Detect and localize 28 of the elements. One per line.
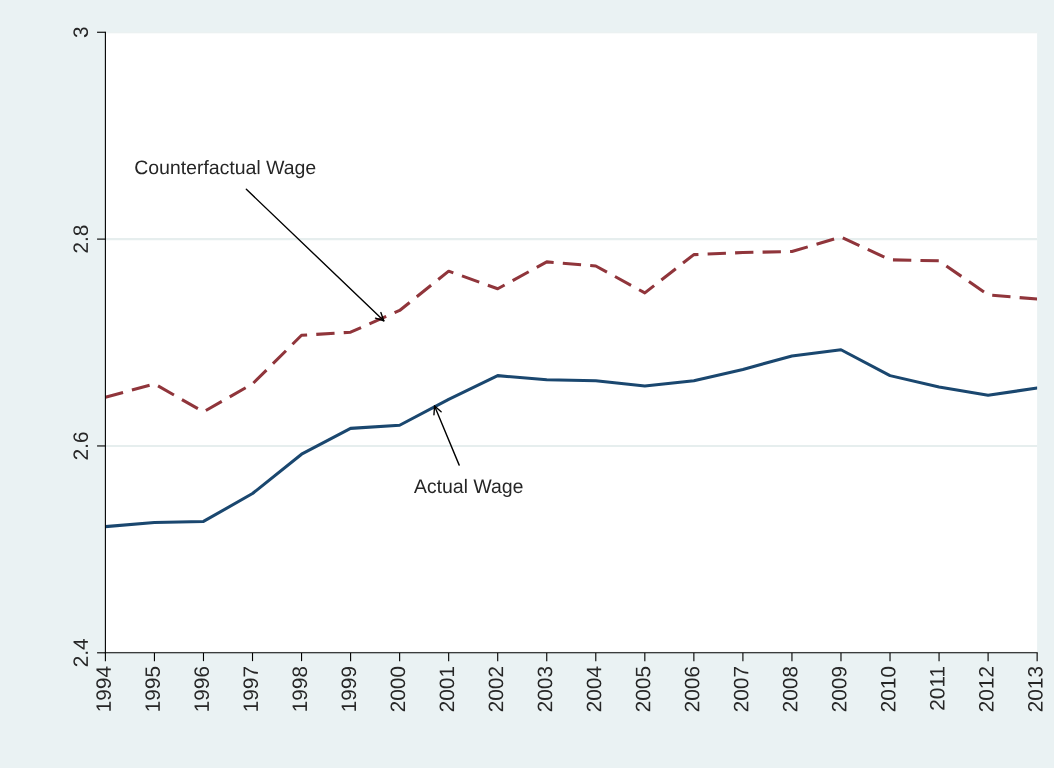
x-tick-label: 1994 bbox=[96, 666, 111, 711]
x-tick-label: 2013 bbox=[1027, 666, 1043, 712]
x-tick-label: 2002 bbox=[488, 667, 504, 712]
x-tick-label: 2010 bbox=[880, 666, 896, 712]
x-tick-label: 2001 bbox=[439, 667, 455, 712]
x-tick-label: 2006 bbox=[684, 666, 700, 712]
line-series bbox=[105, 235, 1038, 414]
line-series bbox=[105, 348, 1038, 529]
x-tick-label: 2008 bbox=[782, 666, 798, 712]
x-tick-label: 2004 bbox=[586, 666, 602, 712]
x-tick-label: 1998 bbox=[292, 666, 308, 711]
x-tick-label: 2003 bbox=[537, 666, 553, 712]
annotation: Actual Wage bbox=[413, 478, 523, 497]
x-tick-label: 2005 bbox=[635, 666, 651, 712]
x-tick-label: 1995 bbox=[145, 666, 161, 711]
y-tick-label: 2.8 bbox=[73, 225, 89, 253]
y-tick-label: 2.4 bbox=[73, 638, 88, 667]
x-tick-label: 2009 bbox=[831, 666, 847, 712]
x-tick-label: 1999 bbox=[341, 666, 357, 711]
x-tick-label: 2000 bbox=[390, 666, 406, 712]
x-tick-label: 2007 bbox=[733, 667, 749, 712]
y-tick-label: 2.6 bbox=[73, 432, 89, 460]
y-tick-label: 3 bbox=[73, 27, 89, 38]
x-tick-label: 1997 bbox=[243, 667, 259, 711]
x-tick-label: 2012 bbox=[978, 667, 994, 712]
annotation: Counterfactual Wage bbox=[135, 160, 316, 179]
x-tick-label: 1996 bbox=[194, 666, 210, 711]
x-tick-label: 2011 bbox=[929, 667, 945, 710]
